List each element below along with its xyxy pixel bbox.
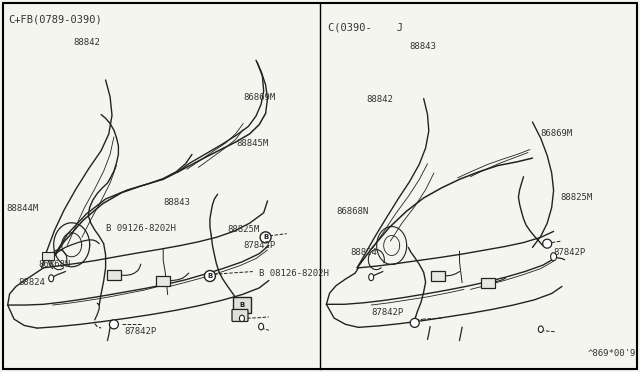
FancyBboxPatch shape bbox=[232, 310, 248, 321]
Text: B: B bbox=[239, 302, 244, 308]
Text: 87842P: 87842P bbox=[125, 327, 157, 336]
Text: 86869M: 86869M bbox=[243, 93, 275, 102]
Ellipse shape bbox=[369, 274, 374, 280]
Bar bbox=[107, 270, 121, 280]
Text: 88844M: 88844M bbox=[6, 204, 38, 213]
Text: C+FB(0789-0390): C+FB(0789-0390) bbox=[8, 14, 102, 24]
Ellipse shape bbox=[109, 320, 118, 329]
Text: 88824: 88824 bbox=[18, 278, 45, 287]
Text: 88824: 88824 bbox=[351, 248, 378, 257]
Ellipse shape bbox=[239, 315, 244, 322]
Bar bbox=[233, 297, 251, 313]
Ellipse shape bbox=[204, 270, 216, 282]
Text: 88843: 88843 bbox=[163, 198, 190, 207]
Text: 87842P: 87842P bbox=[554, 248, 586, 257]
Text: 87842P: 87842P bbox=[243, 241, 275, 250]
Text: B 08126-8202H: B 08126-8202H bbox=[259, 269, 329, 278]
Text: 88843: 88843 bbox=[410, 42, 436, 51]
Text: 88842: 88842 bbox=[366, 95, 393, 104]
Bar bbox=[481, 278, 495, 288]
Bar bbox=[42, 252, 54, 260]
Text: B 09126-8202H: B 09126-8202H bbox=[106, 224, 175, 233]
Text: 87842P: 87842P bbox=[371, 308, 403, 317]
Text: 86868N: 86868N bbox=[337, 207, 369, 216]
Text: C(0390-    J: C(0390- J bbox=[328, 22, 403, 32]
Text: 88842: 88842 bbox=[74, 38, 100, 47]
Text: B: B bbox=[263, 234, 268, 240]
Ellipse shape bbox=[49, 275, 54, 282]
Ellipse shape bbox=[550, 253, 557, 261]
Ellipse shape bbox=[543, 239, 552, 248]
Text: B: B bbox=[207, 273, 212, 279]
Bar bbox=[156, 276, 170, 286]
Text: 88825M: 88825M bbox=[560, 193, 592, 202]
Text: ^869*00'9: ^869*00'9 bbox=[588, 349, 636, 358]
Bar bbox=[431, 271, 445, 281]
Ellipse shape bbox=[538, 326, 543, 333]
Ellipse shape bbox=[410, 318, 419, 327]
Ellipse shape bbox=[259, 323, 264, 330]
Text: 88825M: 88825M bbox=[227, 225, 259, 234]
Text: 86868N: 86868N bbox=[38, 260, 70, 269]
Text: 88845M: 88845M bbox=[237, 139, 269, 148]
Text: 86869M: 86869M bbox=[541, 129, 573, 138]
Ellipse shape bbox=[260, 232, 271, 243]
